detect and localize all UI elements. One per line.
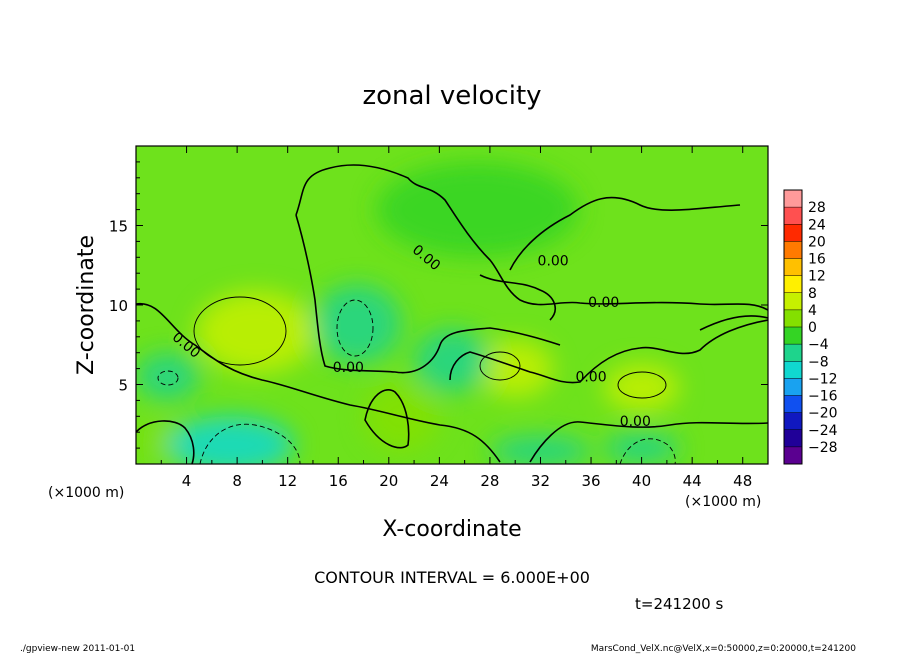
colorbar-label: −4: [808, 337, 829, 353]
colorbar-label: −28: [808, 440, 838, 456]
colorbar-segment: [784, 292, 802, 311]
contour-min-left-bottom: [199, 423, 301, 464]
y-tick-label: 10: [109, 297, 128, 315]
x-tick-label: 24: [430, 472, 449, 490]
zero-contour-squiggle-1: [509, 196, 741, 271]
field-max-1: [477, 339, 554, 398]
x-tick-label: 48: [733, 472, 752, 490]
colorbar-segment: [784, 344, 802, 362]
zero-contour-squiggle-2: [479, 274, 556, 321]
colorbar-segment: [784, 309, 802, 328]
chart-title: zonal velocity: [362, 81, 541, 111]
field-min-10: [603, 432, 680, 464]
x-tick-label: 20: [379, 472, 398, 490]
colorbar-segment: [784, 395, 802, 414]
colorbar-segment: [784, 361, 802, 379]
x-tick-label: 12: [278, 472, 297, 490]
x-tick-label: 32: [531, 472, 550, 490]
contour-min-left: [157, 370, 179, 386]
zero-contour-squiggle-3: [699, 315, 768, 331]
colorbar-label: −24: [808, 423, 838, 439]
y-tick-label: 15: [109, 218, 128, 236]
colorbar-label: −12: [808, 371, 838, 387]
x-axis-label: X-coordinate: [382, 517, 521, 542]
colorbar-segment: [784, 446, 802, 465]
colorbar-segment: [784, 207, 802, 225]
zero-contour-upper: [295, 164, 768, 311]
colorbar-label: 16: [808, 252, 826, 268]
colorbar-segment: [784, 224, 802, 242]
colorbar-segment: [784, 412, 802, 431]
y-tick-label: 5: [118, 377, 128, 395]
contour-max-8: [193, 296, 287, 366]
contour-interval: CONTOUR INTERVAL = 6.000E+00: [314, 568, 590, 587]
colorbar-segment: [784, 429, 802, 448]
zero-contour-main: [136, 302, 501, 463]
field-min-11: [376, 161, 579, 258]
x-tick-label: 36: [581, 472, 600, 490]
footer-left: ./gpview-new 2011-01-01: [20, 644, 135, 654]
field-min-9: [489, 435, 592, 464]
footer-right: MarsCond_VelX.nc@VelX,x=0:50000,z=0:2000…: [591, 644, 856, 654]
colorbar-label: 0: [808, 320, 817, 336]
x-tick-label: 16: [329, 472, 348, 490]
colorbar-label: −16: [808, 389, 838, 405]
contour-label: 0.00: [575, 370, 606, 386]
x-tick-label: 44: [683, 472, 702, 490]
zero-contour-central: [295, 214, 561, 374]
colorbar-segment: [784, 258, 802, 277]
field-max-0: [195, 290, 317, 374]
colorbar-segment: [784, 378, 802, 396]
contour-label: 0.00: [538, 253, 569, 269]
positive-contours: [193, 296, 667, 399]
x-tick-label: 28: [480, 472, 499, 490]
zero-contour-loop: [364, 389, 410, 449]
zero-contours: [136, 164, 768, 464]
colorbar-label: −8: [808, 354, 829, 370]
colorbar-label: 4: [808, 303, 817, 319]
colorbar-label: 28: [808, 200, 826, 216]
field-min-7: [136, 352, 200, 401]
colorbar-segment: [784, 327, 802, 345]
x-tick-label: 40: [632, 472, 651, 490]
field-features: [136, 161, 680, 464]
zero-contour-right: [449, 319, 768, 384]
x-unit-note-right: (×1000 m): [685, 494, 761, 510]
field-min-6: [312, 284, 402, 364]
zero-contour-bottom-right: [529, 421, 768, 463]
contour-max-40: [617, 371, 667, 399]
colorbar-label: 12: [808, 269, 826, 285]
contour-label: 0.00: [588, 295, 619, 311]
time-stamp: t=241200 s: [635, 595, 723, 613]
x-tick-label: 8: [232, 472, 242, 490]
field-min-8: [414, 328, 490, 393]
contour-max-30: [479, 351, 521, 381]
colorbar-segment: [784, 241, 802, 259]
contour-label: 0.00: [620, 414, 651, 430]
contour-min-upper: [336, 299, 374, 357]
y-axis-label: Z-coordinate: [74, 235, 99, 375]
contour-label: 0.00: [333, 360, 364, 376]
x-axis: 4 8 12 16 20 24 28 32 36 40 44 48: [160, 146, 752, 490]
field-min-5: [167, 416, 294, 464]
colorbar-segment: [784, 190, 802, 208]
contour-min-bottom-right: [619, 438, 676, 464]
colorbar-segment: [784, 275, 802, 294]
x-unit-note-left: (×1000 m): [48, 485, 124, 501]
zero-contour-bottom-left: [136, 420, 195, 464]
plot-area: 0.000.000.00 0.000.000.000.00: [136, 146, 768, 464]
colorbar-label: 24: [808, 217, 826, 233]
colorbar-label: 20: [808, 234, 826, 250]
colorbar-label: −20: [808, 406, 838, 422]
colorbar-label: 8: [808, 286, 817, 302]
negative-contours: [157, 299, 676, 464]
y-axis: 5 10 15: [109, 161, 768, 449]
field-max-2: [603, 363, 680, 412]
x-tick-label: 4: [182, 472, 192, 490]
